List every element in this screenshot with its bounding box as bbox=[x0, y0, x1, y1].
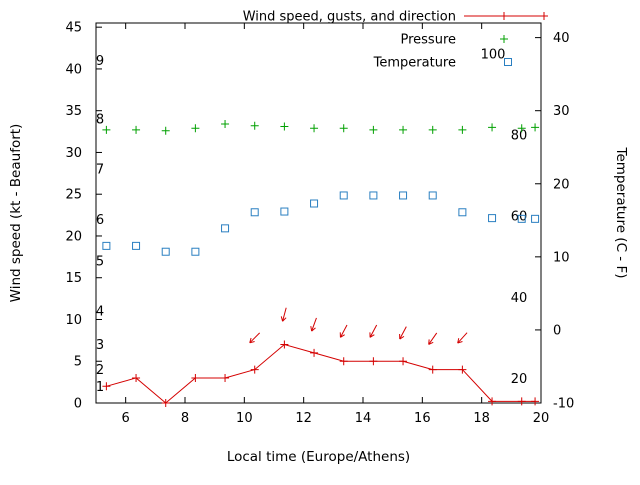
y-right-tick-label: 30 bbox=[553, 104, 570, 119]
x-tick-label: 6 bbox=[122, 411, 130, 426]
y-right-tick-label: 0 bbox=[553, 323, 561, 338]
y-left-tick-label: 35 bbox=[65, 104, 82, 119]
beaufort-label: 5 bbox=[96, 255, 104, 270]
y-axis-label-left: Wind speed (kt - Beaufort) bbox=[8, 124, 24, 303]
beaufort-label: 3 bbox=[96, 338, 104, 353]
legend-entry-label: Pressure bbox=[400, 33, 456, 48]
y-right-tick-label: 10 bbox=[553, 250, 570, 265]
x-tick-label: 14 bbox=[355, 411, 372, 426]
series-temperature bbox=[103, 192, 539, 255]
y-left-tick-label: 5 bbox=[74, 355, 82, 370]
x-tick-label: 10 bbox=[236, 411, 253, 426]
x-axis-label: Local time (Europe/Athens) bbox=[227, 449, 410, 465]
wind-direction-arrows bbox=[250, 308, 467, 345]
series-pressure bbox=[102, 120, 539, 135]
y-left-tick-label: 40 bbox=[65, 62, 82, 77]
series-wind bbox=[102, 341, 539, 407]
legend-entry-label: Temperature bbox=[373, 56, 456, 71]
beaufort-label: 1 bbox=[96, 380, 104, 395]
axes bbox=[96, 23, 541, 403]
y-left-tick-label: 30 bbox=[65, 146, 82, 161]
y-right-tick-label: 40 bbox=[553, 31, 570, 46]
y-right-tick-labels: -10 0 10 20 30 40 bbox=[553, 31, 574, 411]
y-left-tick-labels: 0 5 10 15 20 25 30 35 40 45 bbox=[65, 21, 82, 412]
legend-entry-label: Wind speed, gusts, and direction bbox=[243, 10, 456, 25]
fahrenheit-label: 80 bbox=[511, 129, 528, 144]
x-tick-label: 18 bbox=[473, 411, 490, 426]
y-right-tick-label: 20 bbox=[553, 177, 570, 192]
beaufort-label: 4 bbox=[96, 305, 104, 320]
y-left-tick-label: 45 bbox=[65, 21, 82, 36]
x-tick-label: 20 bbox=[533, 411, 550, 426]
y-left-tick-label: 25 bbox=[65, 188, 82, 203]
x-tick-labels: 6 8 10 12 14 16 18 20 bbox=[122, 411, 550, 426]
x-tick-label: 16 bbox=[414, 411, 431, 426]
beaufort-label: 2 bbox=[96, 363, 104, 378]
y-left-tick-label: 0 bbox=[74, 397, 82, 412]
y-left-tick-label: 15 bbox=[65, 271, 82, 286]
y-left-tick-label: 10 bbox=[65, 313, 82, 328]
fahrenheit-label: 100 bbox=[481, 47, 506, 62]
x-tick-label: 12 bbox=[295, 411, 312, 426]
y-left-tick-label: 20 bbox=[65, 229, 82, 244]
beaufort-label: 6 bbox=[96, 213, 104, 228]
beaufort-label: 8 bbox=[96, 113, 104, 128]
fahrenheit-label: 40 bbox=[511, 291, 528, 306]
beaufort-labels: 1 2 3 4 5 6 7 8 9 bbox=[96, 54, 104, 395]
beaufort-label: 9 bbox=[96, 54, 104, 69]
y-right-tick-label: -10 bbox=[553, 397, 574, 412]
y-axis-label-right: Temperature (C - F) bbox=[613, 147, 629, 279]
x-tick-label: 8 bbox=[181, 411, 189, 426]
fahrenheit-label: 20 bbox=[511, 372, 528, 387]
beaufort-label: 7 bbox=[96, 163, 104, 178]
